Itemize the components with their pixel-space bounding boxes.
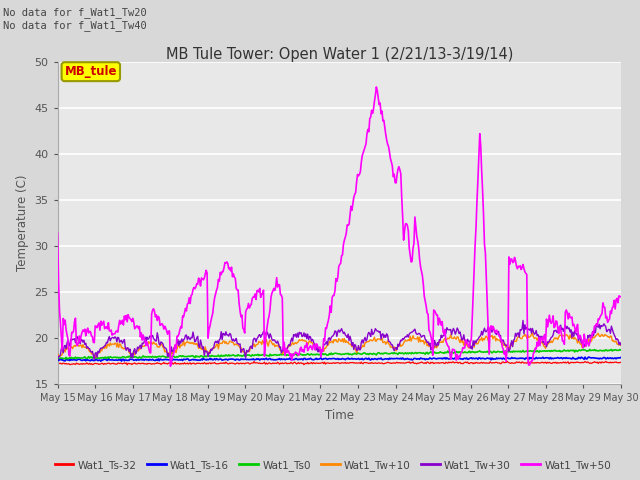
Text: MB_tule: MB_tule xyxy=(65,65,117,78)
Legend: Wat1_Ts-32, Wat1_Ts-16, Wat1_Ts0, Wat1_Tw+10, Wat1_Tw+30, Wat1_Tw+50: Wat1_Ts-32, Wat1_Ts-16, Wat1_Ts0, Wat1_T… xyxy=(51,456,615,475)
Text: No data for f_Wat1_Tw20: No data for f_Wat1_Tw20 xyxy=(3,7,147,18)
Y-axis label: Temperature (C): Temperature (C) xyxy=(16,175,29,272)
X-axis label: Time: Time xyxy=(324,408,354,421)
Text: No data for f_Wat1_Tw40: No data for f_Wat1_Tw40 xyxy=(3,20,147,31)
Title: MB Tule Tower: Open Water 1 (2/21/13-3/19/14): MB Tule Tower: Open Water 1 (2/21/13-3/1… xyxy=(166,48,513,62)
